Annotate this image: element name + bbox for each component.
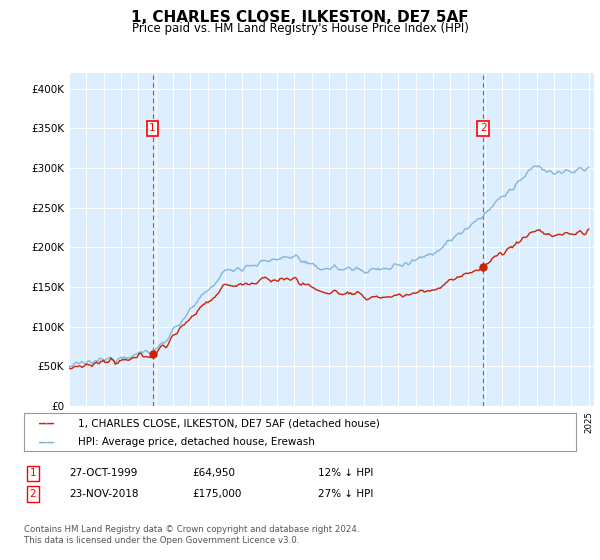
Text: 1, CHARLES CLOSE, ILKESTON, DE7 5AF: 1, CHARLES CLOSE, ILKESTON, DE7 5AF	[131, 10, 469, 25]
Text: ——: ——	[39, 436, 54, 449]
Text: 12% ↓ HPI: 12% ↓ HPI	[318, 468, 373, 478]
Text: Price paid vs. HM Land Registry's House Price Index (HPI): Price paid vs. HM Land Registry's House …	[131, 22, 469, 35]
Text: 1: 1	[149, 123, 156, 133]
Text: 23-NOV-2018: 23-NOV-2018	[69, 489, 139, 499]
Text: £64,950: £64,950	[192, 468, 235, 478]
Text: ——: ——	[39, 417, 54, 430]
Text: Contains HM Land Registry data © Crown copyright and database right 2024.
This d: Contains HM Land Registry data © Crown c…	[24, 525, 359, 545]
Text: HPI: Average price, detached house, Erewash: HPI: Average price, detached house, Erew…	[78, 437, 315, 447]
Text: 2: 2	[480, 123, 487, 133]
Text: 1, CHARLES CLOSE, ILKESTON, DE7 5AF (detached house): 1, CHARLES CLOSE, ILKESTON, DE7 5AF (det…	[78, 418, 380, 428]
Text: 2: 2	[29, 489, 37, 499]
Text: 1: 1	[29, 468, 37, 478]
Text: 27-OCT-1999: 27-OCT-1999	[69, 468, 137, 478]
Text: £175,000: £175,000	[192, 489, 241, 499]
Text: 27% ↓ HPI: 27% ↓ HPI	[318, 489, 373, 499]
